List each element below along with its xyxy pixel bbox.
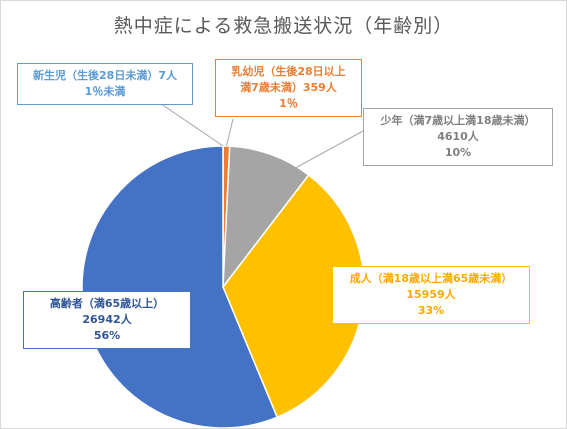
data-label-adult: 成人（満18歳以上満65歳未満） 15959人 33% [332,266,530,324]
leader-line-newborn [150,96,224,147]
data-label-newborn: 新生児（生後28日未満）7人 1％未満 [17,63,193,105]
data-label-line: 33% [417,304,445,317]
data-label-line: 乳幼児（生後28日以上 [231,65,346,78]
data-label-line: 4610人 [437,130,479,143]
data-label-line: 成人（満18歳以上満65歳未満） [349,272,513,285]
leader-lines [150,96,364,189]
data-label-line: 1％ [279,97,298,110]
data-label-line: 新生児（生後28日未満）7人 [33,69,177,82]
data-label-line: 56% [93,329,121,342]
pie-slices [81,145,365,428]
data-label-line: 26942人 [82,313,132,326]
data-label-line: 15959人 [406,288,456,301]
data-label-elderly: 高齢者（満65歳以上） 26942人 56% [23,291,191,349]
chart-title: 熱中症による救急搬送状況（年齢別） [113,15,454,37]
data-label-line: 1％未満 [84,85,126,98]
data-label-line: 高齢者（満65歳以上） [49,297,165,310]
leader-line-infant [225,118,234,147]
leader-line-youth [259,130,364,189]
data-label-youth: 少年（満7歳以上満18歳未満） 4610人 10% [363,108,553,166]
pie-slice-youth [222,145,310,290]
data-label-infant: 乳幼児（生後28日以上 満7歳未満）359人 1％ [215,59,362,117]
data-label-line: 少年（満7歳以上満18歳未満） [380,114,536,127]
data-label-line: 10% [444,146,472,159]
data-label-line: 満7歳未満）359人 [240,81,337,94]
